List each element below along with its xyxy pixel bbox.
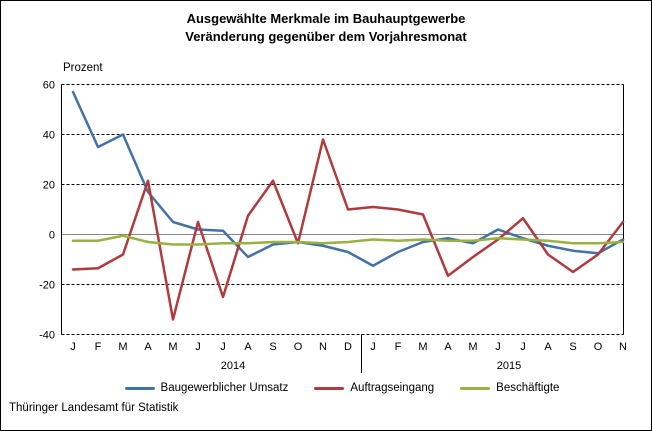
x-tick-label-3: A: [144, 341, 152, 353]
x-tick-label-14: M: [418, 341, 427, 353]
legend-label-umsatz: Baugewerblicher Umsatz: [160, 382, 289, 394]
x-tick-label-8: S: [269, 341, 276, 353]
x-tick-label-7: A: [244, 341, 252, 353]
x-tick-label-9: O: [294, 341, 303, 353]
x-tick-label-22: N: [619, 341, 627, 353]
legend-line-swatch-beschaeftigte: [460, 386, 491, 390]
y-tick-label-40: 40: [43, 130, 55, 142]
x-tick-label-16: M: [468, 341, 477, 353]
y-tick-label-60: 60: [43, 80, 55, 92]
x-tick-label-19: A: [544, 341, 552, 353]
year-label-2014: 2014: [221, 360, 245, 372]
legend: Baugewerblicher Umsatz Auftragseingang B…: [61, 382, 623, 394]
legend-label-auftragseingang: Auftragseingang: [350, 382, 435, 394]
legend-line-swatch-umsatz: [124, 386, 155, 390]
x-tick-label-2: M: [118, 341, 127, 353]
y-axis-unit-label: Prozent: [63, 62, 103, 74]
y-tick-label-20: 20: [43, 180, 55, 192]
legend-item-baugewerblicher-umsatz: Baugewerblicher Umsatz: [124, 382, 289, 394]
series-line-2: [71, 234, 625, 246]
legend-label-beschaeftigte: Beschäftigte: [496, 382, 560, 394]
chart-title-line1: Ausgewählte Merkmale im Bauhauptgewerbe: [186, 11, 466, 26]
legend-item-auftragseingang: Auftragseingang: [314, 382, 434, 394]
x-tick-label-13: F: [395, 341, 402, 353]
x-tick-label-10: N: [319, 341, 327, 353]
x-tick-label-4: M: [168, 341, 177, 353]
x-tick-label-1: F: [95, 341, 102, 353]
x-tick-label-12: J: [370, 341, 376, 353]
source-caption: Thüringer Landesamt für Statistik: [9, 402, 179, 414]
chart-title: Ausgewählte Merkmale im Bauhauptgewerbe …: [1, 10, 651, 46]
chart-title-line2: Veränderung gegenüber dem Vorjahresmonat: [185, 29, 467, 44]
legend-line-swatch-auftragseingang: [314, 386, 345, 390]
legend-item-beschaeftigte: Beschäftigte: [460, 382, 559, 394]
x-tick-label-0: J: [70, 341, 76, 353]
x-tick-label-6: J: [220, 341, 226, 353]
x-tick-label-11: D: [344, 341, 352, 353]
x-tick-label-17: J: [495, 341, 501, 353]
y-tick-label-0: 0: [49, 230, 55, 242]
y-tick-label--40: -40: [39, 330, 55, 342]
series-line-1: [71, 138, 625, 321]
x-tick-label-21: O: [594, 341, 603, 353]
x-tick-label-5: J: [195, 341, 201, 353]
year-label-2015: 2015: [497, 360, 521, 372]
x-tick-label-15: A: [444, 341, 452, 353]
y-tick-label--20: -20: [39, 280, 55, 292]
x-tick-label-20: S: [569, 341, 576, 353]
x-tick-label-18: J: [520, 341, 526, 353]
